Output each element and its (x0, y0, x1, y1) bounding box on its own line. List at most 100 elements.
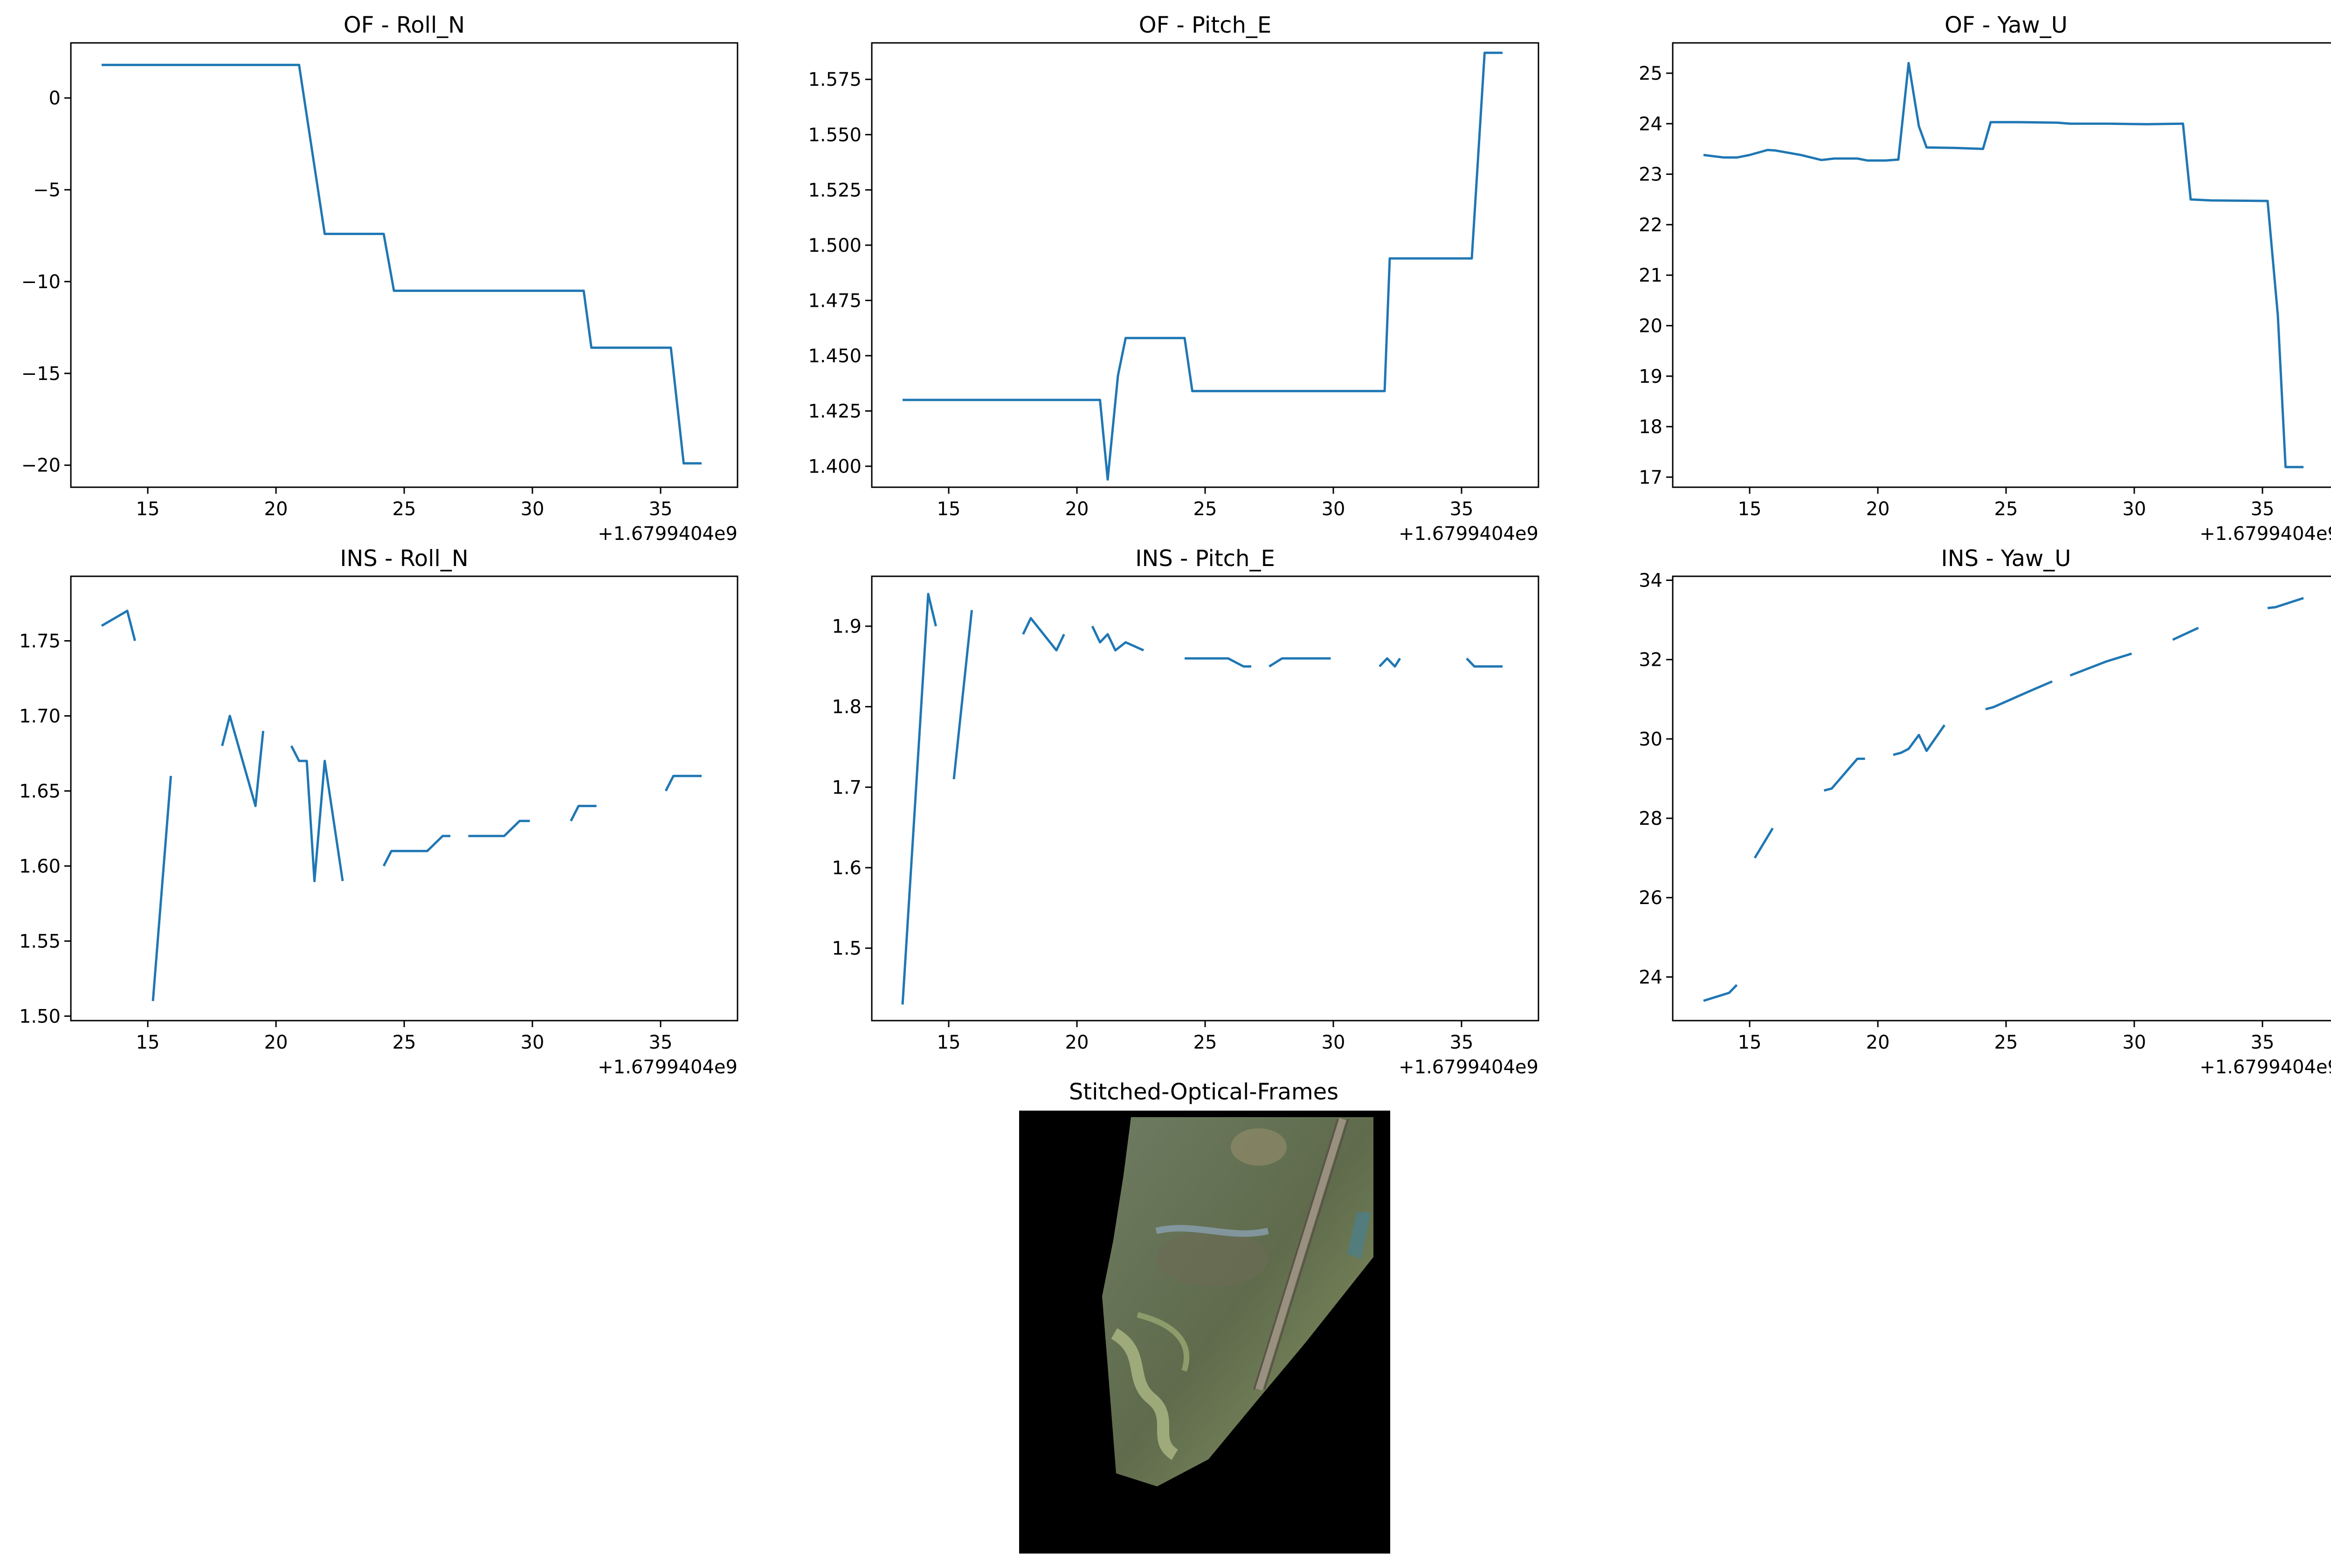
of-pitch-e-y-tick-label: 1.425 (808, 401, 862, 422)
of-yaw-u-axes-frame (1672, 42, 2331, 488)
of-yaw-u-series-segment-1 (1703, 62, 2303, 469)
of-yaw-u-y-tick-label: 19 (1639, 366, 1662, 387)
ins-yaw-u-y-tick-label: 28 (1639, 808, 1662, 829)
ins-roll-n-title: INS - Roll_N (340, 546, 469, 572)
of-roll-n-title: OF - Roll_N (344, 12, 465, 38)
of-yaw-u-y-tick-label: 20 (1639, 315, 1662, 337)
ins-roll-n-series-segment-7 (570, 805, 597, 822)
panel-ins-roll-n: INS - Roll_N 15 20 25 30 35 1.50 1.55 1.60 1.65 1.… (19, 546, 738, 1078)
ins-pitch-e-x-offset-label: +1.6799404e9 (1399, 1057, 1538, 1078)
ins-pitch-e-x-tick-label: 25 (1193, 1032, 1217, 1053)
ins-pitch-e-series-segment-2 (952, 610, 973, 780)
ins-yaw-u-x-tick-label: 15 (1738, 1032, 1762, 1053)
ins-yaw-u-series-segment-1 (1703, 984, 1738, 1002)
ins-roll-n-x-tick-label: 20 (264, 1032, 288, 1053)
of-pitch-e-title: OF - Pitch_E (1139, 12, 1271, 38)
of-yaw-u-y-tick-label: 24 (1639, 113, 1662, 135)
ins-yaw-u-series-segment-4 (1893, 724, 1946, 756)
ins-pitch-e-x-tick-label: 15 (937, 1032, 961, 1053)
of-yaw-u-x-tick-label: 15 (1738, 498, 1762, 520)
ins-yaw-u-y-tick-label: 26 (1639, 887, 1662, 909)
of-pitch-e-y-tick-label: 1.475 (808, 290, 862, 311)
of-yaw-u-y-tick-label: 18 (1639, 416, 1662, 438)
of-yaw-u-x-tick-label: 30 (2123, 498, 2146, 520)
ins-roll-n-y-tick-label: 1.65 (19, 781, 61, 802)
ins-yaw-u-y-tick-label: 34 (1639, 570, 1662, 592)
ins-yaw-u-series-segment-7 (2172, 627, 2199, 641)
ins-yaw-u-y-tick-label: 24 (1639, 967, 1662, 988)
of-pitch-e-x-tick-label: 15 (937, 498, 961, 520)
of-yaw-u-x-tick-label: 25 (1994, 498, 2018, 520)
ins-yaw-u-y-tick-label: 30 (1639, 729, 1662, 750)
ins-pitch-e-y-tick-label: 1.6 (832, 857, 862, 879)
of-roll-n-y-tick-label: 0 (49, 88, 61, 109)
ins-yaw-u-axes-frame (1672, 575, 2331, 1022)
ins-roll-n-x-tick-label: 25 (393, 1032, 416, 1053)
ins-roll-n-series-segment-1 (101, 609, 136, 642)
ins-roll-n-axes-frame (70, 575, 738, 1022)
ins-pitch-e-series-segment-6 (1269, 657, 1331, 668)
ins-pitch-e-title: INS - Pitch_E (1135, 546, 1275, 572)
of-pitch-e-x-tick-label: 35 (1450, 498, 1474, 520)
ins-pitch-e-axes-frame (871, 575, 1539, 1022)
ins-roll-n-series-segment-8 (664, 774, 702, 792)
ins-roll-n-x-tick-label: 35 (649, 1032, 673, 1053)
ins-roll-n-x-tick-label: 30 (521, 1032, 545, 1053)
ins-yaw-u-series-segment-5 (1985, 680, 2053, 711)
ins-roll-n-y-tick-label: 1.75 (19, 630, 61, 652)
ins-roll-n-series-segment-6 (468, 820, 530, 837)
of-roll-n-y-tick-label: −10 (21, 271, 61, 293)
ins-yaw-u-series-segment-2 (1753, 828, 1774, 859)
of-pitch-e-y-tick-label: 1.575 (808, 69, 862, 90)
charts-layer: OF - Roll_N 15 20 25 30 35 0 −5 −10 −15 −20 +1.6799… (19, 12, 2331, 1078)
stitched-image-panel: Stitched-Optical-Frames (1019, 1079, 1390, 1554)
of-roll-n-y-tick-label: −20 (21, 455, 61, 477)
ins-roll-n-x-tick-label: 15 (136, 1032, 160, 1053)
panel-ins-pitch-e: INS - Pitch_E 15 20 25 30 35 1.5 1.6 1.7 1.8 1.9 +1… (832, 546, 1539, 1078)
of-yaw-u-x-tick-label: 20 (1866, 498, 1890, 520)
ins-pitch-e-x-tick-label: 20 (1065, 1032, 1089, 1053)
ins-roll-n-y-tick-label: 1.70 (19, 705, 61, 727)
of-pitch-e-x-tick-label: 20 (1065, 498, 1089, 520)
ins-pitch-e-y-tick-label: 1.8 (832, 697, 862, 718)
of-pitch-e-y-tick-label: 1.525 (808, 180, 862, 201)
ins-roll-n-series-segment-4 (290, 745, 344, 883)
ins-pitch-e-series-segment-5 (1185, 657, 1251, 668)
of-roll-n-series-segment-1 (102, 63, 702, 465)
of-roll-n-axes-frame (70, 42, 738, 488)
ins-pitch-e-y-tick-label: 1.9 (832, 616, 862, 637)
of-roll-n-x-tick-label: 35 (649, 498, 673, 520)
of-pitch-e-y-tick-label: 1.500 (808, 235, 862, 256)
of-roll-n-y-tick-label: −15 (21, 363, 61, 385)
ins-pitch-e-series-segment-1 (901, 593, 937, 1005)
ins-roll-n-series-segment-3 (221, 714, 264, 808)
ins-yaw-u-x-tick-label: 30 (2123, 1032, 2146, 1053)
image-panel-title: Stitched-Optical-Frames (1069, 1079, 1338, 1105)
of-pitch-e-y-tick-label: 1.450 (808, 345, 862, 367)
ins-pitch-e-series-segment-4 (1091, 625, 1145, 652)
ins-pitch-e-x-tick-label: 30 (1322, 1032, 1345, 1053)
of-pitch-e-y-tick-label: 1.550 (808, 124, 862, 146)
ins-pitch-e-series-segment-7 (1379, 657, 1401, 668)
ins-yaw-u-x-tick-label: 25 (1994, 1032, 2018, 1053)
of-pitch-e-x-tick-label: 30 (1322, 498, 1345, 520)
ins-pitch-e-x-tick-label: 35 (1450, 1032, 1474, 1053)
of-roll-n-x-tick-label: 20 (264, 498, 288, 520)
ins-roll-n-series-segment-2 (152, 776, 172, 1002)
of-yaw-u-y-tick-label: 22 (1639, 214, 1662, 236)
ins-pitch-e-series-segment-8 (1466, 657, 1503, 668)
ins-pitch-e-y-tick-label: 1.7 (832, 777, 862, 798)
of-pitch-e-axes-frame (871, 42, 1539, 488)
of-yaw-u-title: OF - Yaw_U (1945, 12, 2068, 38)
ins-roll-n-y-tick-label: 1.55 (19, 931, 61, 952)
of-yaw-u-y-tick-label: 25 (1639, 63, 1662, 84)
ins-roll-n-y-tick-label: 1.50 (19, 1006, 61, 1027)
of-roll-n-x-tick-label: 30 (521, 498, 545, 520)
ins-yaw-u-x-tick-label: 35 (2251, 1032, 2275, 1053)
of-pitch-e-x-tick-label: 25 (1193, 498, 1217, 520)
of-pitch-e-series-segment-1 (903, 51, 1503, 481)
ins-yaw-u-title: INS - Yaw_U (1941, 546, 2071, 572)
of-yaw-u-x-offset-label: +1.6799404e9 (2200, 523, 2331, 545)
of-yaw-u-y-tick-label: 17 (1639, 467, 1662, 488)
of-pitch-e-y-tick-label: 1.400 (808, 456, 862, 477)
